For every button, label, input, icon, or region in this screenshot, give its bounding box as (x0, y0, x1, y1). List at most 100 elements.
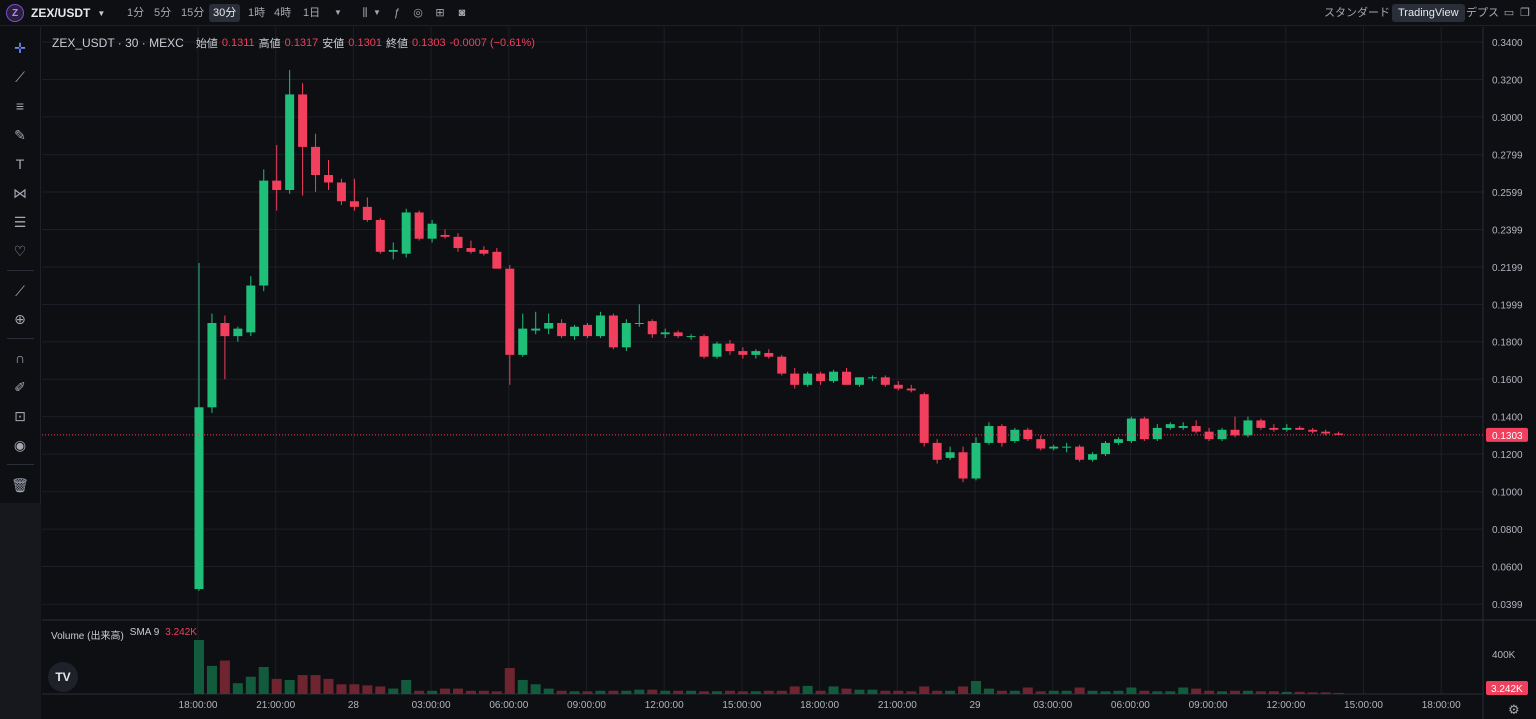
volume-bar (232, 683, 243, 694)
volume-bar (699, 691, 710, 694)
lock-icon[interactable]: ⊡ (14, 408, 26, 424)
price-tick-label: 0.2599 (1492, 188, 1523, 199)
price-tick-label: 0.1000 (1492, 488, 1523, 499)
chevron-down-icon: ▼ (97, 8, 106, 18)
volume-bar (815, 690, 826, 694)
volume-bar (1035, 691, 1046, 694)
volume-bar (530, 684, 541, 694)
volume-bar (1061, 690, 1072, 694)
camera-icon[interactable]: ◙ (458, 7, 466, 19)
candle-body (492, 251, 502, 269)
candle-body (1321, 431, 1331, 434)
candle-body (1243, 420, 1253, 436)
magnet-icon[interactable]: ∩ (14, 350, 26, 366)
timeframe-5[interactable]: 4時 (274, 7, 292, 19)
candle-body (298, 94, 308, 147)
trendline-icon[interactable]: ⟋ (15, 69, 25, 85)
lock-draw-icon[interactable]: ✐ (14, 379, 26, 395)
zex-logo-icon: Z (6, 4, 24, 22)
volume-bar (297, 675, 308, 694)
last-price-label: 0.1303 (1492, 431, 1523, 442)
volume-bar (841, 688, 852, 694)
volume-bar (362, 685, 373, 694)
candle-body (414, 212, 424, 239)
chevron-down-icon[interactable]: ▼ (334, 8, 342, 17)
price-tick-label: 0.2799 (1492, 151, 1523, 162)
time-tick-label: 09:00:00 (1189, 700, 1228, 711)
timeframe-2[interactable]: 15分 (181, 7, 205, 19)
volume-bar (1230, 690, 1240, 694)
standard-view-button[interactable]: スタンダード (1324, 7, 1390, 19)
symbol-selector[interactable]: Z ZEX/USDT ▼ (6, 3, 105, 23)
candle-body (764, 352, 774, 357)
trash-icon[interactable]: 🗑 (11, 477, 29, 493)
indicators-icon[interactable]: ƒ (393, 7, 401, 19)
volume-bar (284, 679, 295, 694)
depth-button[interactable]: デプス (1466, 7, 1499, 19)
brush-icon[interactable]: ✎ (14, 127, 26, 143)
chart-title: ZEX_USDT · 30 · MEXC (52, 36, 184, 50)
timeframe-4[interactable]: 1時 (248, 7, 266, 19)
text-icon[interactable]: T (15, 156, 25, 172)
candle-body (1049, 446, 1059, 449)
volume-bar (1242, 690, 1253, 694)
volume-bar (932, 690, 943, 694)
candle-body (621, 323, 631, 348)
candle-body (1308, 429, 1318, 432)
high-label: 高値 (258, 38, 281, 50)
symbol-name: ZEX/USDT (31, 6, 91, 20)
volume-bar (1320, 692, 1331, 694)
volume-bar (737, 691, 748, 694)
time-tick-label: 15:00:00 (722, 700, 761, 711)
fib-icon[interactable]: ≡ (15, 98, 25, 114)
timeframe-6[interactable]: 1日 (303, 7, 321, 19)
high-value: 0.1317 (284, 37, 319, 49)
candle-body (842, 371, 851, 385)
volume-bar (1113, 690, 1124, 694)
candle-body (1036, 439, 1046, 449)
window-icon[interactable]: ❐ (1520, 7, 1530, 19)
crosshair-icon[interactable]: ✛ (14, 40, 26, 56)
timeframe-3[interactable]: 30分 (209, 4, 241, 22)
tradingview-button[interactable]: TradingView (1392, 4, 1465, 22)
top-toolbar: Z ZEX/USDT ▼ 1分 5分 15分 30分 1時 4時 1日 ▼ ⫼ ▼ ƒ ◎ … (0, 0, 1536, 26)
volume-bar (440, 688, 451, 694)
candle-body (816, 373, 826, 382)
tradingview-logo[interactable]: TV (48, 662, 78, 692)
volume-bar (996, 690, 1007, 694)
pattern-icon[interactable]: ⋈ (13, 185, 27, 201)
forecast-icon[interactable]: ☰ (13, 214, 27, 230)
ruler-icon[interactable]: ⟋ (15, 283, 25, 299)
candle-type-icon[interactable]: ⫼ (362, 7, 368, 19)
timeframe-0[interactable]: 1分 (127, 7, 145, 19)
time-tick-label: 21:00:00 (256, 700, 295, 711)
volume-bar (893, 690, 904, 694)
volume-bar (478, 690, 489, 694)
settings-icon[interactable]: ⚙ (1508, 703, 1520, 718)
candle-body (324, 175, 333, 183)
volume-bar (608, 690, 619, 694)
candle-body (1101, 442, 1110, 455)
volume-bar (1333, 692, 1344, 694)
volume-bar (1022, 687, 1033, 694)
zoom-icon[interactable]: ⊕ (14, 311, 26, 327)
alert-icon[interactable]: ◎ (413, 7, 423, 19)
ohlc-legend: ZEX_USDT · 30 · MEXC 始値 0.1311 高値 0.1317 安… (52, 35, 535, 51)
candle-body (207, 323, 217, 408)
volume-bar (724, 690, 735, 694)
layout-icon[interactable]: ⊞ (435, 7, 445, 19)
fullscreen-icon[interactable]: ▭ (1503, 7, 1515, 19)
timeframe-1[interactable]: 5分 (154, 7, 172, 19)
volume-bar (1191, 688, 1202, 694)
chevron-down-icon[interactable]: ▼ (373, 8, 381, 17)
volume-bar (686, 690, 697, 694)
price-tick-label: 0.2399 (1492, 226, 1523, 237)
volume-bar (880, 690, 891, 694)
candle-body (725, 343, 735, 352)
volume-bar (427, 690, 438, 694)
eye-icon[interactable]: ◉ (13, 437, 27, 453)
toolbar-divider (7, 464, 34, 465)
heart-icon[interactable]: ♡ (13, 243, 27, 259)
candle-body (505, 268, 515, 355)
